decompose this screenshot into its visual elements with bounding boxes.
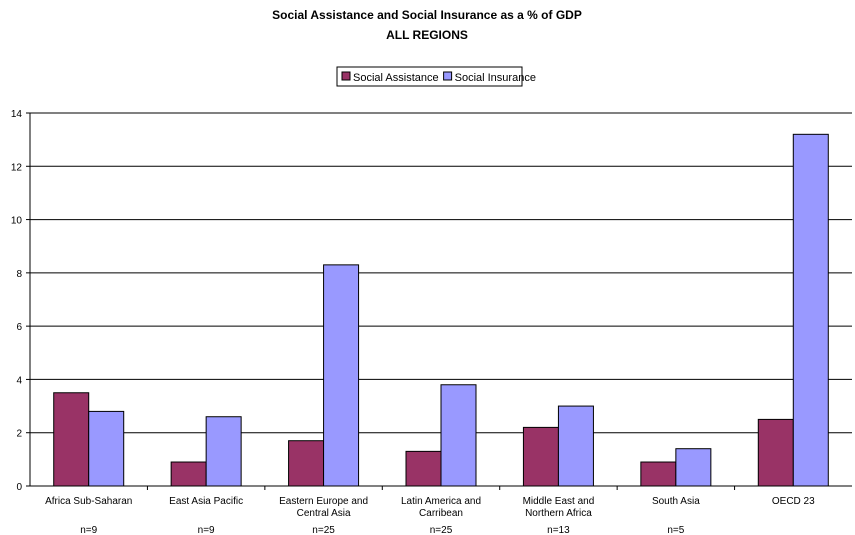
bar [405, 450, 442, 487]
y-tick-label: 14 [11, 109, 23, 120]
legend-swatch [443, 71, 453, 81]
bar [440, 384, 477, 487]
x-category-label: East Asia Pacific [169, 496, 243, 507]
bar [170, 461, 207, 487]
bar [522, 426, 559, 487]
bar [323, 264, 360, 487]
legend-label: Social Insurance [455, 72, 536, 84]
chart-title: Social Assistance and Social Insurance a… [272, 8, 582, 22]
plot-area: 0 2 4 6 8 10 12 14 Africa Sub-Saharan n=9 East Asi… [11, 109, 852, 535]
sample-size-label: n=9 [198, 525, 215, 535]
x-category-label: Middle East and [523, 496, 595, 507]
legend-swatch [341, 71, 351, 81]
sample-size-label: n=13 [547, 525, 570, 535]
x-category-label: Eastern Europe and [279, 496, 368, 507]
bar [205, 416, 242, 487]
x-category-label: Central Asia [297, 508, 351, 519]
sample-size-label: n=9 [80, 525, 97, 535]
y-tick-label: 2 [16, 429, 22, 440]
bar [288, 440, 325, 487]
bar [792, 133, 829, 487]
sample-size-label: n=25 [312, 525, 335, 535]
x-category-label: South Asia [652, 496, 700, 507]
sample-size-label: n=25 [430, 525, 453, 535]
legend-label: Social Assistance [353, 72, 439, 84]
y-tick-label: 4 [16, 375, 22, 386]
x-category-label: Carribean [419, 508, 463, 519]
y-tick-label: 6 [16, 322, 22, 333]
bar [757, 418, 794, 487]
bar [640, 461, 677, 487]
bar [53, 392, 90, 487]
legend-box [336, 66, 523, 87]
x-category-label: OECD 23 [772, 496, 815, 507]
x-category-label: Northern Africa [525, 508, 592, 519]
y-tick-label: 8 [16, 269, 22, 280]
legend: Social Assistance Social Insurance [336, 66, 536, 87]
x-category-label: Africa Sub-Saharan [45, 496, 132, 507]
bar [675, 448, 712, 487]
y-tick-label: 0 [16, 482, 22, 493]
y-tick-label: 10 [11, 216, 23, 227]
y-tick-label: 12 [11, 162, 23, 173]
bar [557, 405, 594, 487]
bar [88, 410, 125, 487]
sample-size-label: n=5 [667, 525, 684, 535]
chart-subtitle: ALL REGIONS [386, 28, 468, 42]
x-category-label: Latin America and [401, 496, 481, 507]
